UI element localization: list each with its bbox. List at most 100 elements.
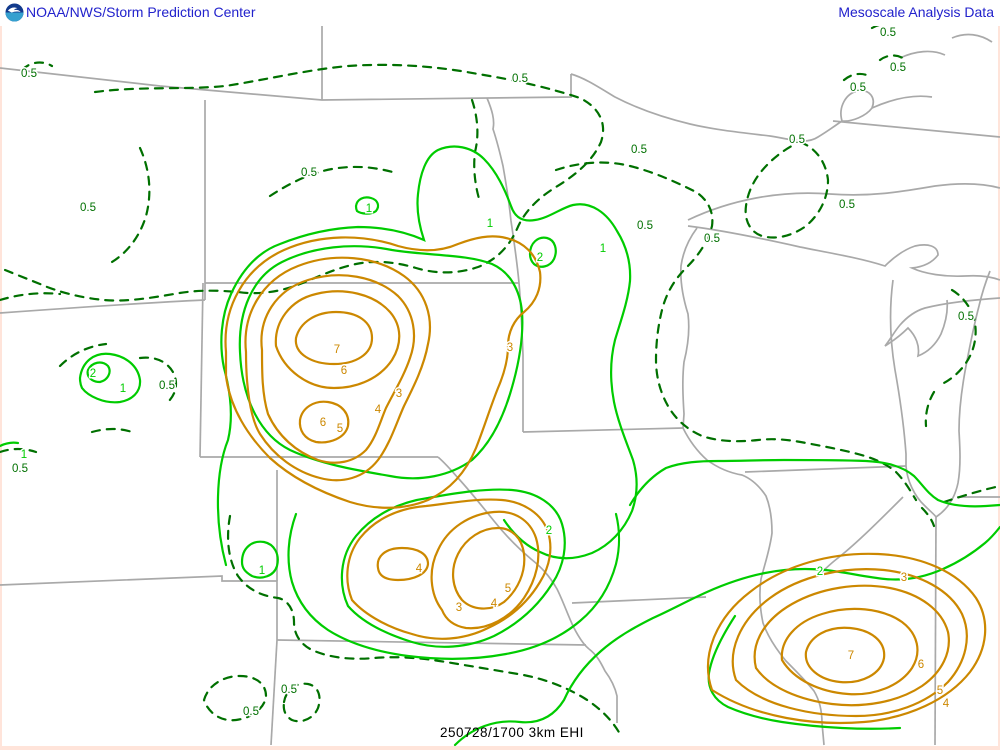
contour-2-solid [707, 614, 902, 730]
contour-1-solid [287, 512, 621, 660]
state-border [871, 33, 993, 109]
state-border [0, 67, 572, 101]
contour-label-4: 4 [943, 698, 950, 710]
contour-1-solid [354, 196, 380, 215]
state-border [276, 639, 587, 646]
state-border [687, 225, 1000, 281]
state-border [0, 299, 206, 314]
state-border [682, 427, 825, 746]
contour-0.5-dashed [554, 161, 918, 502]
contour-label-3: 3 [507, 342, 513, 354]
contour-5-solid [260, 274, 416, 464]
contour-label-0.5: 0.5 [301, 167, 317, 179]
contour-label-1: 1 [259, 565, 265, 577]
contour-label-2: 2 [537, 252, 543, 264]
contour-label-2: 2 [546, 525, 552, 537]
contour-1-solid [216, 145, 638, 567]
state-border [935, 270, 1000, 518]
state-border [817, 496, 904, 577]
state-border [889, 279, 937, 518]
contour-label-0.5: 0.5 [281, 684, 297, 696]
contour-2-solid [238, 245, 524, 480]
contour-1-solid [240, 540, 279, 579]
contour-label-1: 1 [366, 203, 372, 215]
contour-0.5-dashed [268, 165, 398, 198]
contour-7-solid [804, 626, 886, 684]
contour-0.5-dashed [20, 61, 54, 72]
site-title: NOAA/NWS/Storm Prediction Center [26, 4, 256, 20]
contour-3-solid [346, 498, 552, 640]
contour-0.5-dashed [924, 288, 977, 428]
contour-1-solid [78, 352, 142, 404]
state-border [832, 120, 1000, 138]
contour-0.5-dashed [920, 484, 1000, 528]
contour-label-1: 1 [120, 383, 126, 395]
contour-label-3: 3 [456, 602, 462, 614]
contour-3-solid [224, 235, 542, 509]
contour-label-0.5: 0.5 [159, 380, 175, 392]
contour-0.5-dashed [110, 146, 151, 264]
contour-label-0.5: 0.5 [850, 82, 866, 94]
contour-label-0.5: 0.5 [839, 199, 855, 211]
state-border [687, 183, 1000, 221]
state-border [744, 465, 907, 473]
state-border [571, 596, 707, 604]
contour-0.5-dashed [744, 140, 830, 239]
contour-3-solid [707, 552, 987, 725]
contour-6-solid [298, 400, 350, 444]
state-border [884, 297, 1000, 358]
state-border [840, 89, 875, 122]
contour-label-0.5: 0.5 [12, 463, 28, 475]
contour-label-0.5: 0.5 [704, 233, 720, 245]
contour-1-solid [628, 458, 1000, 508]
page-title: Mesoscale Analysis Data [838, 4, 994, 20]
contour-label-5: 5 [337, 423, 343, 435]
contour-label-1: 1 [21, 449, 27, 461]
contour-label-0.5: 0.5 [789, 134, 805, 146]
contour-label-4: 4 [375, 404, 382, 416]
contour-label-0.5: 0.5 [21, 68, 37, 80]
contour-label-6: 6 [341, 365, 347, 377]
contour-6-solid [274, 290, 401, 390]
contour-label-5: 5 [937, 685, 943, 697]
contour-label-6: 6 [320, 417, 326, 429]
contour-1-solid [0, 441, 20, 448]
state-border [679, 227, 698, 429]
contour-label-0.5: 0.5 [80, 202, 96, 214]
contour-label-2: 2 [90, 368, 96, 380]
state-border [437, 456, 590, 650]
contour-label-0.5: 0.5 [637, 220, 653, 232]
contour-label-0.5: 0.5 [512, 73, 528, 85]
state-border [570, 73, 843, 142]
contour-label-5: 5 [505, 583, 511, 595]
state-border [0, 575, 278, 640]
state-border [199, 282, 204, 458]
product-timestamp-label: 250728/1700 3km EHI [440, 725, 584, 740]
contour-label-0.5: 0.5 [890, 62, 906, 74]
contour-2-solid [528, 236, 557, 268]
contour-2-solid [86, 361, 111, 384]
header-bar: NOAA/NWS/Storm Prediction Center Mesosca… [0, 0, 1000, 26]
contour-0.5-dashed [0, 427, 134, 454]
contour-label-0.5: 0.5 [958, 311, 974, 323]
contour-2-solid [453, 525, 1000, 747]
contour-2-solid [340, 488, 566, 648]
contour-4-solid [731, 568, 968, 718]
state-border [486, 97, 524, 432]
state-border [522, 427, 684, 433]
contour-0.5-dashed [58, 342, 178, 404]
contour-5-solid [753, 584, 950, 707]
contour-label-1: 1 [487, 218, 493, 230]
contour-0.5-dashed [202, 674, 268, 722]
contour-label-6: 6 [918, 659, 924, 671]
contour-0.5-dashed [227, 514, 622, 736]
contour-label-4: 4 [416, 563, 423, 575]
contour-label-1: 1 [600, 243, 606, 255]
contour-label-2: 2 [817, 566, 823, 578]
contour-0.5-dashed [0, 292, 62, 302]
state-border [588, 648, 618, 723]
state-border [934, 516, 937, 746]
contour-0.5-dashed [0, 63, 605, 302]
contour-4-solid [430, 510, 540, 630]
